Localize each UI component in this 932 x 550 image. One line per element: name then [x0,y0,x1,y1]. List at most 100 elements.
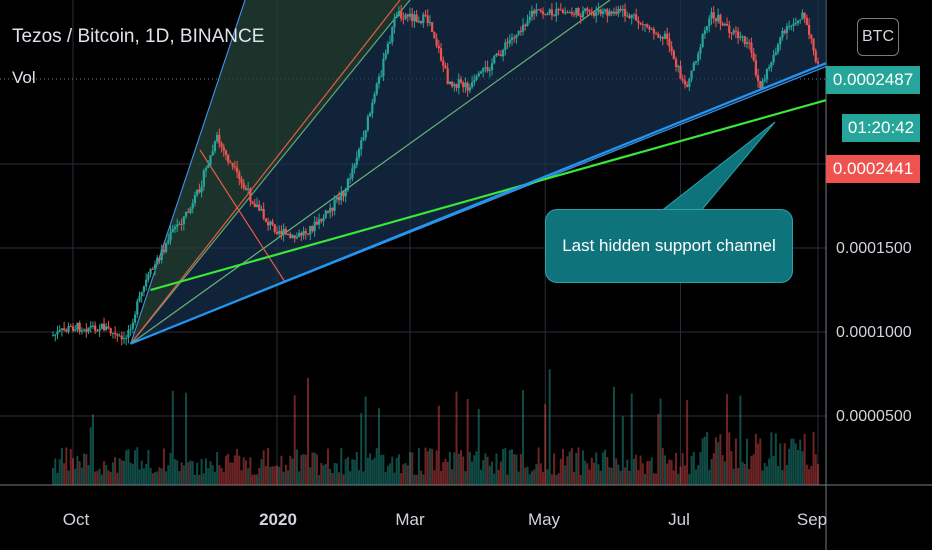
candle-body [304,231,307,234]
candle-body [302,231,305,236]
candle-body [244,187,248,190]
volume-bar [581,450,584,485]
candle-body [705,26,709,31]
volume-bar [455,391,458,485]
volume-bar [473,455,476,485]
candle-body [147,274,150,280]
candle-body [657,33,660,38]
volume-bar [590,457,593,485]
volume-bar [342,474,345,485]
volume-bar [377,408,380,485]
candle-body [812,38,815,51]
candle-body [595,11,598,16]
volume-bar [69,449,72,485]
volume-bar [309,467,312,485]
candle-body [734,30,738,32]
candle-body [114,332,117,334]
currency-button[interactable]: BTC [857,18,899,56]
candle-body [623,8,627,17]
candle-body [220,143,223,147]
volume-bar [641,463,644,485]
candle-body [56,331,59,335]
candle-body [484,67,487,69]
volume-bar [761,470,764,485]
candle-body [714,18,718,22]
volume-bar [346,457,349,485]
candle-body [200,186,203,193]
candle-body [457,79,460,88]
candle-body [528,16,531,21]
volume-bar [107,470,110,485]
y-tick-label: 0.0001000 [836,324,912,341]
candle-body [790,25,793,27]
candle-body [694,61,698,63]
candle-body [437,45,440,49]
volume-bar [502,449,505,485]
volume-bar [679,466,682,485]
volume-bar [681,453,684,485]
volume-bar [650,457,653,485]
volume-bar [639,455,642,485]
candle-body [774,52,777,55]
volume-bar [448,452,451,485]
volume-bar [743,463,746,485]
volume-bar [659,398,662,485]
volume-bar [424,447,427,485]
volume-bar [692,451,695,485]
candle-body [521,24,525,32]
fan-line [130,0,246,344]
candle-body [433,32,436,39]
candle-body [397,10,401,17]
volume-bar [109,471,112,485]
volume-bar [495,453,498,485]
volume-bar [189,460,192,485]
candle-body [393,18,396,28]
volume-bar [482,460,485,485]
candle-body [231,162,234,167]
candle-body [506,42,509,44]
volume-bar [224,455,227,485]
volume-bar [198,474,201,485]
volume-bar [417,448,420,485]
candle-body [816,61,820,64]
volume-bar [555,474,558,485]
candle-body [650,28,653,30]
volume-bar [524,467,527,485]
candle-body [455,84,458,88]
candle-body [322,217,325,222]
candle-body [431,22,434,33]
volume-bar [672,470,675,485]
candle-body [639,22,642,25]
countdown-tag: 01:20:42 [842,114,920,142]
volume-bar [566,456,569,485]
candle-body [242,183,245,188]
volume-bar [318,474,321,485]
candle-body [679,65,682,80]
volume-bar [375,448,378,485]
candle-body [184,211,188,217]
volume-bar [262,450,265,485]
candle-body [67,326,70,332]
candle-body [105,326,108,331]
volume-bar [719,434,722,485]
candle-body [482,68,485,72]
volume-bar [278,466,281,485]
volume-bar [559,458,562,485]
volume-bar [493,473,496,485]
volume-bar [326,448,329,485]
candle-body [453,84,456,87]
volume-bar [788,448,791,485]
candle-body [298,232,301,237]
volume-bar [808,469,811,485]
candle-body [570,12,573,15]
volume-bar [564,465,567,485]
candle-body [435,38,438,46]
volume-bar [100,474,103,485]
annotation-callout[interactable]: Last hidden support channel [545,209,793,283]
volume-bar [522,390,525,485]
volume-bar [561,448,564,485]
candle-body [772,54,775,63]
candle-body [233,166,236,168]
volume-bar [402,464,405,485]
